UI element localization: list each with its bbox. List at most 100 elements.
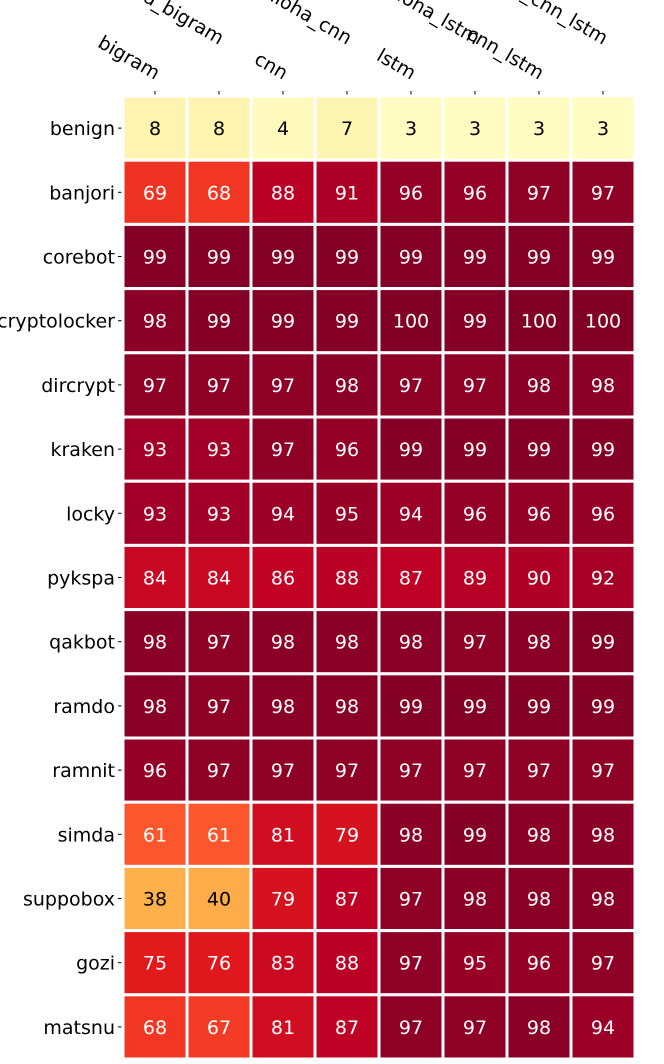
column-label: lstm <box>373 45 420 85</box>
cell-value: 3 <box>405 118 417 140</box>
cell-value: 98 <box>527 375 551 397</box>
cell-ramdo-aloha_lstm <box>441 672 509 740</box>
cell-value: 98 <box>527 889 551 911</box>
cell-value: 93 <box>207 439 231 461</box>
cell-value: 7 <box>341 118 353 140</box>
cell-value: 95 <box>463 953 487 975</box>
cell-matsnu-cnn <box>249 993 317 1061</box>
cell-benign-aloha_bigram <box>185 94 253 162</box>
cell-value: 97 <box>207 375 231 397</box>
cell-benign-cnn_lstm <box>505 94 573 162</box>
cell-benign-aloha_lstm <box>441 94 509 162</box>
cell-benign-aloha_cnn <box>313 94 381 162</box>
row-label: dircrypt <box>41 375 115 397</box>
cell-value: 84 <box>207 568 231 590</box>
cell-corebot-aloha_bigram <box>185 222 253 291</box>
row-label: simda <box>58 824 115 846</box>
cell-value: 79 <box>271 889 295 911</box>
cell-value: 95 <box>335 503 359 525</box>
cell-value: 99 <box>143 247 167 269</box>
cell-corebot-aloha_lstm <box>441 222 509 291</box>
cell-value: 99 <box>335 247 359 269</box>
cell-value: 88 <box>335 568 359 590</box>
cell-cryptolocker-aloha_lstm <box>441 287 509 355</box>
cell-value: 99 <box>527 696 551 718</box>
cell-value: 98 <box>591 375 615 397</box>
cell-value: 97 <box>271 760 295 782</box>
cell-value: 98 <box>335 696 359 718</box>
cell-banjori-aloha_cnn <box>313 158 381 226</box>
cell-value: 86 <box>271 568 295 590</box>
row-label: ramdo <box>53 696 115 718</box>
cell-value: 99 <box>463 696 487 718</box>
cell-value: 97 <box>527 760 551 782</box>
cell-value: 97 <box>207 632 231 654</box>
cell-value: 94 <box>399 503 423 525</box>
cell-value: 97 <box>207 760 231 782</box>
cell-value: 99 <box>207 247 231 269</box>
cell-value: 97 <box>527 182 551 204</box>
cell-value: 99 <box>591 247 615 269</box>
cell-value: 8 <box>213 118 225 140</box>
cell-simda-cnn <box>249 800 317 868</box>
cell-pykspa-aloha_lstm <box>441 543 509 612</box>
cell-value: 98 <box>527 824 551 846</box>
cell-gozi-aloha_bigram <box>185 929 253 997</box>
cell-gozi-lstm <box>377 929 445 997</box>
cell-matsnu-cnn_lstm <box>505 993 573 1061</box>
cell-dircrypt-aloha_bigram <box>185 351 253 419</box>
cell-value: 98 <box>591 889 615 911</box>
cell-value: 67 <box>207 1017 231 1039</box>
cell-value: 81 <box>271 824 295 846</box>
row-label: kraken <box>50 439 115 461</box>
cell-kraken-aloha_cnn_lstm <box>569 415 637 483</box>
cell-value: 99 <box>207 311 231 333</box>
heatmap-cells <box>121 94 637 1061</box>
cell-cryptolocker-bigram <box>121 287 189 355</box>
cell-kraken-bigram <box>121 415 189 483</box>
cell-value: 99 <box>591 632 615 654</box>
cell-value: 99 <box>463 439 487 461</box>
cell-value: 84 <box>143 568 167 590</box>
cell-gozi-aloha_cnn_lstm <box>569 929 637 997</box>
cell-banjori-aloha_cnn_lstm <box>569 158 637 226</box>
cell-value: 91 <box>335 182 359 204</box>
cell-value: 98 <box>591 824 615 846</box>
cell-value: 99 <box>591 439 615 461</box>
cell-value: 98 <box>143 311 167 333</box>
cell-kraken-aloha_lstm <box>441 415 509 483</box>
cell-banjori-cnn <box>249 158 317 226</box>
cell-corebot-lstm <box>377 222 445 291</box>
cell-value: 97 <box>143 375 167 397</box>
cell-pykspa-bigram <box>121 543 189 612</box>
cell-value: 97 <box>463 1017 487 1039</box>
cell-value: 96 <box>463 182 487 204</box>
cell-value: 87 <box>335 1017 359 1039</box>
cell-value: 98 <box>335 632 359 654</box>
cell-value: 96 <box>591 503 615 525</box>
cell-dircrypt-aloha_cnn <box>313 351 381 419</box>
cell-value: 93 <box>207 503 231 525</box>
cell-value: 96 <box>143 760 167 782</box>
cell-value: 97 <box>399 889 423 911</box>
cell-value: 96 <box>399 182 423 204</box>
cell-value: 90 <box>527 568 551 590</box>
cell-value: 96 <box>527 953 551 975</box>
cell-value: 98 <box>399 824 423 846</box>
cell-value: 100 <box>393 311 429 333</box>
cell-value: 97 <box>591 182 615 204</box>
cell-matsnu-aloha_cnn_lstm <box>569 993 637 1061</box>
cell-value: 69 <box>143 182 167 204</box>
cell-ramnit-aloha_bigram <box>185 736 253 804</box>
cell-value: 98 <box>143 632 167 654</box>
cell-value: 93 <box>143 503 167 525</box>
cell-locky-cnn_lstm <box>505 479 573 547</box>
cell-ramnit-aloha_cnn_lstm <box>569 736 637 804</box>
cell-value: 97 <box>591 953 615 975</box>
cell-value: 96 <box>335 439 359 461</box>
column-labels: bigramaloha_bigramcnnaloha_cnnlstmaloha_… <box>94 0 612 96</box>
cell-kraken-aloha_cnn <box>313 415 381 483</box>
cell-value: 3 <box>597 118 609 140</box>
